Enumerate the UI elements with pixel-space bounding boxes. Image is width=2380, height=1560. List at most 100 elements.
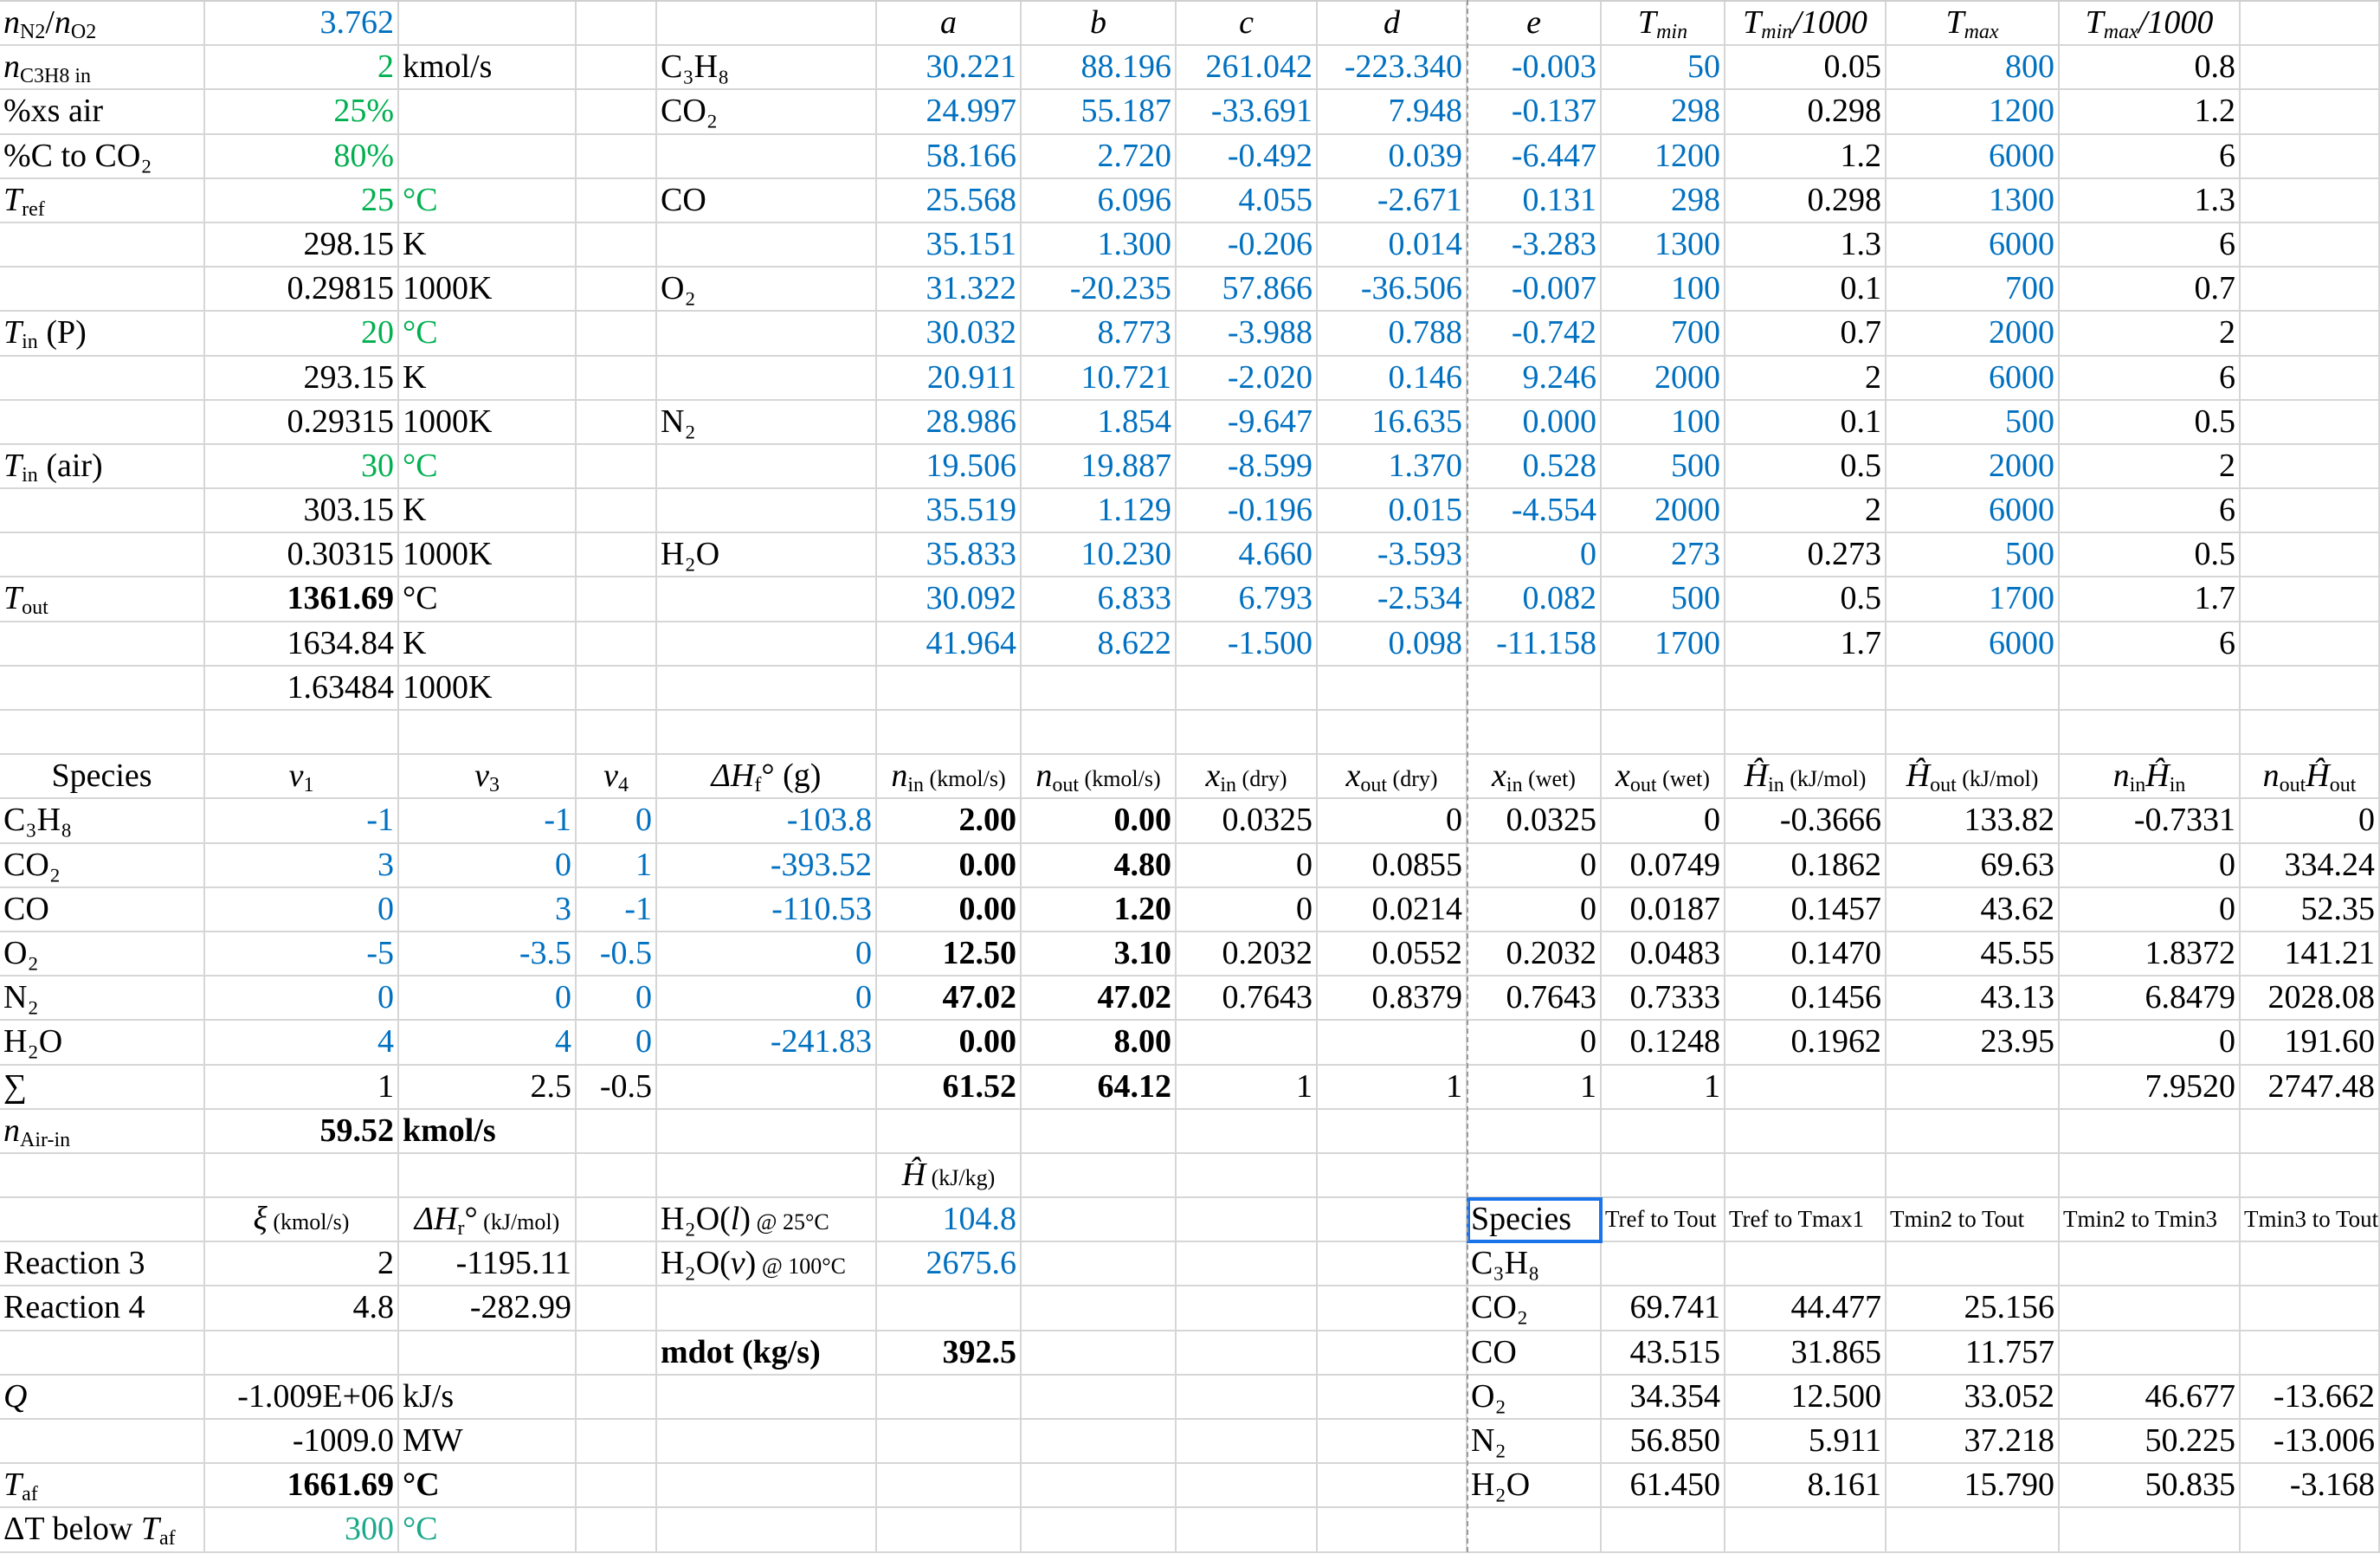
- cell[interactable]: 43.13: [1887, 977, 2060, 1022]
- cell[interactable]: -110.53: [657, 887, 877, 932]
- cell[interactable]: 10.230: [1022, 533, 1177, 578]
- cell[interactable]: [1467, 1508, 1602, 1553]
- column-header-cell[interactable]: nin (kmol/s): [877, 755, 1022, 800]
- cell[interactable]: [657, 1375, 877, 1420]
- cell[interactable]: H₂O: [657, 533, 877, 578]
- cell[interactable]: 6: [2060, 489, 2241, 534]
- cell[interactable]: 34.354: [1602, 1375, 1725, 1420]
- cell[interactable]: [1725, 1065, 1887, 1110]
- cell[interactable]: 12.50: [877, 931, 1022, 977]
- cell[interactable]: [1602, 1242, 1725, 1287]
- cell[interactable]: [1467, 711, 1602, 756]
- cell[interactable]: 69.63: [1887, 843, 2060, 888]
- cell[interactable]: -3.283: [1467, 222, 1602, 268]
- cell[interactable]: MW: [399, 1420, 577, 1465]
- cell[interactable]: [399, 134, 577, 179]
- cell[interactable]: 50: [1602, 46, 1725, 91]
- cell[interactable]: 0: [1177, 887, 1318, 932]
- cell[interactable]: 0.0325: [1177, 799, 1318, 844]
- cell[interactable]: 0.5: [2060, 533, 2241, 578]
- cell[interactable]: [1177, 1464, 1318, 1509]
- column-header-cell[interactable]: ninĤin: [2060, 755, 2241, 800]
- cell[interactable]: 1.854: [1022, 400, 1177, 445]
- cell[interactable]: C₃H₈: [1467, 1242, 1602, 1287]
- cell[interactable]: -3.168: [2241, 1464, 2380, 1509]
- cell[interactable]: 0.1962: [1725, 1021, 1887, 1066]
- cell[interactable]: 37.218: [1887, 1420, 2060, 1465]
- cell[interactable]: [1602, 1109, 1725, 1154]
- cell[interactable]: 31.322: [877, 268, 1022, 313]
- cell[interactable]: 0.0749: [1602, 843, 1725, 888]
- cell[interactable]: 0.7: [1725, 312, 1887, 357]
- cell[interactable]: 59.52: [205, 1109, 399, 1154]
- cell[interactable]: -8.599: [1177, 444, 1318, 490]
- cell[interactable]: 0.015: [1318, 489, 1467, 534]
- cell[interactable]: 0.273: [1725, 533, 1887, 578]
- cell[interactable]: [1602, 711, 1725, 756]
- cell[interactable]: N₂: [1467, 1420, 1602, 1465]
- cell[interactable]: [1725, 1242, 1887, 1287]
- cell[interactable]: -0.007: [1467, 268, 1602, 313]
- column-header-cell[interactable]: Tmax/1000: [2060, 2, 2241, 47]
- cell[interactable]: 69.741: [1602, 1286, 1725, 1331]
- column-header-cell[interactable]: ΔHf° (g): [657, 755, 877, 800]
- cell[interactable]: 0: [1467, 533, 1602, 578]
- cell[interactable]: [877, 1286, 1022, 1331]
- cell[interactable]: [577, 1464, 657, 1509]
- cell[interactable]: 100: [1602, 268, 1725, 313]
- cell[interactable]: 1.7: [1725, 622, 1887, 667]
- cell[interactable]: 30: [205, 444, 399, 490]
- cell[interactable]: 88.196: [1022, 46, 1177, 91]
- cell[interactable]: 133.82: [1887, 799, 2060, 844]
- column-header-cell[interactable]: Tmin: [1602, 2, 1725, 47]
- cell[interactable]: [1318, 1375, 1467, 1420]
- cell[interactable]: 6000: [1887, 622, 2060, 667]
- cell[interactable]: CO: [1467, 1331, 1602, 1376]
- cell[interactable]: ΔHr° (kJ/mol): [399, 1198, 577, 1243]
- cell[interactable]: [1467, 666, 1602, 711]
- cell[interactable]: [657, 444, 877, 490]
- cell[interactable]: ξ (kmol/s): [205, 1198, 399, 1243]
- cell[interactable]: 47.02: [877, 977, 1022, 1022]
- cell[interactable]: 0.1457: [1725, 887, 1887, 932]
- cell[interactable]: [399, 1331, 577, 1376]
- cell[interactable]: [1022, 1153, 1177, 1199]
- column-header-cell[interactable]: noutĤout: [2241, 755, 2380, 800]
- cell[interactable]: 700: [1887, 268, 2060, 313]
- cell[interactable]: [1177, 1508, 1318, 1553]
- cell[interactable]: Q: [0, 1375, 205, 1420]
- cell[interactable]: ΔT below Taf: [0, 1508, 205, 1553]
- cell[interactable]: 500: [1602, 577, 1725, 622]
- cell[interactable]: [1887, 711, 2060, 756]
- cell[interactable]: 6: [2060, 622, 2241, 667]
- cell[interactable]: -11.158: [1467, 622, 1602, 667]
- cell[interactable]: 19.506: [877, 444, 1022, 490]
- cell[interactable]: 141.21: [2241, 931, 2380, 977]
- cell[interactable]: [399, 711, 577, 756]
- cell[interactable]: 1: [1467, 1065, 1602, 1110]
- cell[interactable]: [0, 666, 205, 711]
- cell[interactable]: 1361.69: [205, 577, 399, 622]
- column-header-cell[interactable]: d: [1318, 2, 1467, 47]
- cell[interactable]: 334.24: [2241, 843, 2380, 888]
- cell[interactable]: CO: [0, 887, 205, 932]
- cell[interactable]: [2241, 577, 2380, 622]
- cell[interactable]: 0.1: [1725, 400, 1887, 445]
- cell[interactable]: °C: [399, 312, 577, 357]
- cell[interactable]: -393.52: [657, 843, 877, 888]
- column-header-cell[interactable]: e: [1467, 2, 1602, 47]
- cell[interactable]: 6: [2060, 134, 2241, 179]
- cell[interactable]: [1177, 711, 1318, 756]
- cell[interactable]: 0.0214: [1318, 887, 1467, 932]
- cell[interactable]: [1318, 1153, 1467, 1199]
- cell[interactable]: 0.528: [1467, 444, 1602, 490]
- cell[interactable]: [577, 90, 657, 135]
- cell[interactable]: [657, 1109, 877, 1154]
- cell[interactable]: 0.0552: [1318, 931, 1467, 977]
- cell[interactable]: 2747.48: [2241, 1065, 2380, 1110]
- cell[interactable]: [1725, 1508, 1887, 1553]
- cell[interactable]: [577, 2, 657, 47]
- cell[interactable]: [877, 1420, 1022, 1465]
- cell[interactable]: 800: [1887, 46, 2060, 91]
- cell[interactable]: 0.30315: [205, 533, 399, 578]
